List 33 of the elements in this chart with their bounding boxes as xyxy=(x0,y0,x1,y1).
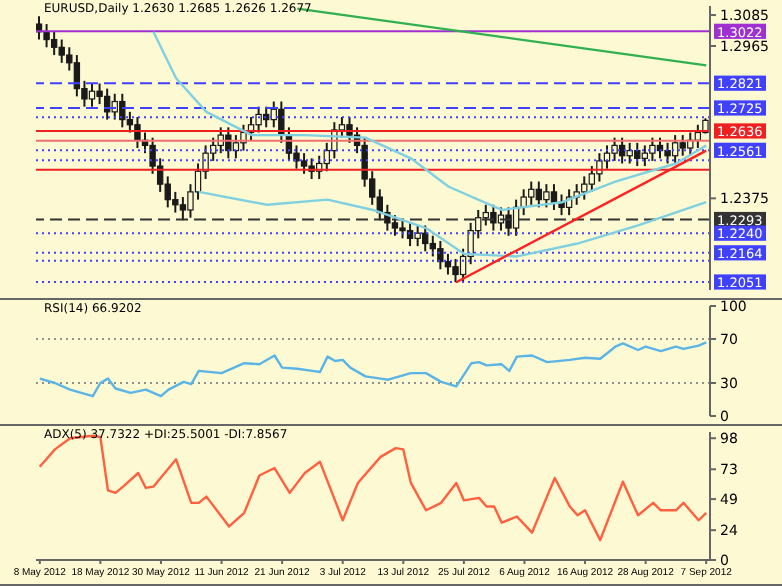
line-series xyxy=(152,30,708,212)
candlestick xyxy=(626,141,633,165)
candlestick xyxy=(596,152,603,183)
candlestick xyxy=(505,206,512,237)
candlestick xyxy=(535,180,543,209)
candlestick xyxy=(300,152,308,175)
candlestick xyxy=(452,258,459,284)
candlestick xyxy=(611,136,618,162)
candlestick xyxy=(88,82,96,108)
candlestick xyxy=(111,92,118,121)
candlestick xyxy=(134,116,141,149)
candlestick xyxy=(679,134,686,157)
candlestick xyxy=(225,126,232,160)
candlestick xyxy=(671,134,679,165)
candlestick xyxy=(482,203,490,227)
candlestick xyxy=(255,105,262,134)
candlestick xyxy=(490,203,497,232)
candlestick xyxy=(664,141,671,165)
candlestick xyxy=(550,183,558,211)
candlestick xyxy=(43,23,50,49)
candlestick xyxy=(50,30,58,57)
candlestick xyxy=(119,92,126,129)
candlestick xyxy=(641,144,649,168)
candlestick xyxy=(58,38,65,64)
candlestick xyxy=(649,136,656,162)
candlestick xyxy=(634,141,641,168)
candlestick xyxy=(179,196,187,222)
line-series xyxy=(38,341,708,398)
candlestick xyxy=(399,219,406,240)
candlestick xyxy=(414,224,421,248)
candlestick xyxy=(391,214,399,237)
candlestick xyxy=(543,183,550,209)
candlestick xyxy=(437,239,444,271)
